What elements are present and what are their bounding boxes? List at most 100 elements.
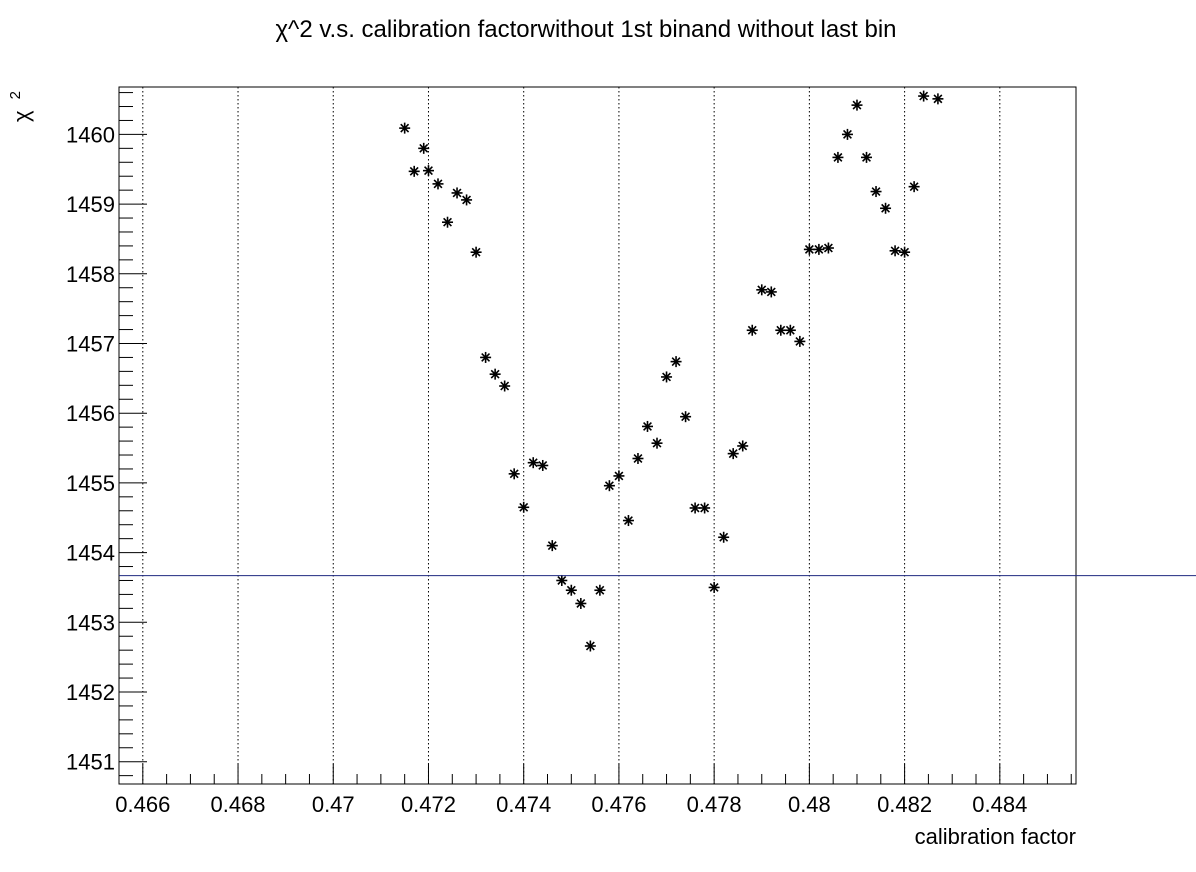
marker-stroke [690, 503, 700, 513]
marker-stroke [681, 412, 691, 422]
data-point [470, 246, 482, 258]
marker-stroke [433, 179, 443, 189]
data-point [537, 459, 549, 471]
marker-stroke [776, 325, 786, 335]
data-point [422, 165, 434, 177]
x-tick-label: 0.474 [496, 792, 551, 817]
x-tick-label: 0.482 [877, 792, 932, 817]
chart-title: χ^2 v.s. calibration factorwithout 1st b… [275, 16, 896, 43]
marker-stroke [719, 532, 729, 542]
data-point [408, 165, 420, 177]
marker-stroke [700, 503, 710, 513]
marker-stroke [852, 100, 862, 110]
marker-stroke [842, 129, 852, 139]
marker-stroke [500, 381, 510, 391]
marker-stroke [652, 438, 662, 448]
y-tick-label: 1454 [66, 541, 115, 566]
x-tick-label: 0.484 [972, 792, 1027, 817]
data-point [451, 187, 463, 199]
data-point [565, 584, 577, 596]
marker-stroke [604, 481, 614, 491]
x-tick-label: 0.47 [312, 792, 355, 817]
data-point [418, 142, 430, 154]
y-tick-label: 1457 [66, 331, 115, 356]
data-point [622, 515, 634, 527]
marker-stroke [452, 188, 462, 198]
marker-stroke [471, 247, 481, 257]
data-point [861, 151, 873, 163]
marker-stroke [671, 357, 681, 367]
marker-stroke [528, 458, 538, 468]
data-point [822, 242, 834, 254]
marker-stroke [766, 287, 776, 297]
data-point [527, 457, 539, 469]
marker-stroke [633, 454, 643, 463]
marker-stroke [747, 325, 757, 335]
marker-stroke [538, 461, 548, 470]
marker-stroke [862, 152, 871, 162]
data-point [899, 246, 911, 258]
marker-stroke [919, 91, 929, 101]
y-tick-label: 1452 [66, 680, 115, 705]
x-tick-label: 0.48 [788, 792, 831, 817]
data-point [708, 581, 720, 593]
y-tick-label: 1455 [66, 471, 115, 496]
data-point [603, 480, 615, 492]
data-point [661, 371, 673, 383]
marker-stroke [900, 247, 910, 257]
x-tick-label: 0.468 [210, 792, 265, 817]
data-point [737, 440, 749, 452]
marker-stroke [785, 325, 795, 335]
y-tick-label: 1453 [66, 610, 115, 635]
marker-stroke [933, 94, 943, 104]
marker-stroke [409, 166, 419, 176]
data-point [746, 324, 758, 336]
marker-stroke [757, 285, 767, 295]
data-point [680, 411, 692, 423]
data-point [442, 216, 454, 228]
x-tick-label: 0.478 [687, 792, 742, 817]
data-point [813, 243, 825, 255]
data-point [575, 597, 587, 609]
data-point [880, 202, 892, 214]
data-point [908, 181, 920, 193]
marker-stroke [909, 182, 919, 192]
data-point [480, 351, 492, 363]
grid-lines [142, 87, 1001, 784]
marker-stroke [804, 244, 814, 254]
marker-stroke [823, 243, 833, 253]
data-point [727, 448, 739, 460]
data-point [832, 151, 844, 163]
data-point [518, 501, 530, 513]
marker-stroke [490, 369, 500, 379]
data-point [699, 502, 711, 514]
marker-stroke [585, 641, 595, 651]
data-point [432, 178, 444, 190]
marker-stroke [890, 246, 900, 256]
marker-stroke [419, 143, 429, 153]
data-point [803, 243, 815, 255]
marker-stroke [519, 502, 529, 512]
data-point [889, 245, 901, 257]
marker-stroke [566, 585, 576, 595]
data-point [765, 286, 777, 298]
data-point [918, 90, 930, 102]
data-point [756, 284, 768, 296]
marker-stroke [462, 195, 472, 205]
y-axis-title-superscript: 2 [7, 91, 24, 99]
data-point [794, 335, 806, 347]
marker-stroke [400, 123, 410, 133]
marker-stroke [643, 421, 652, 431]
marker-stroke [662, 372, 672, 382]
marker-stroke [881, 203, 891, 213]
marker-stroke [547, 541, 557, 551]
data-point [499, 380, 511, 392]
data-point [689, 502, 701, 514]
y-tick-label: 1456 [66, 401, 115, 426]
y-axis-title: χ 2 [7, 91, 34, 122]
data-point [670, 356, 682, 368]
marker-stroke [871, 187, 881, 197]
data-point [651, 437, 663, 449]
marker-stroke [814, 244, 824, 254]
marker-stroke [424, 166, 433, 176]
